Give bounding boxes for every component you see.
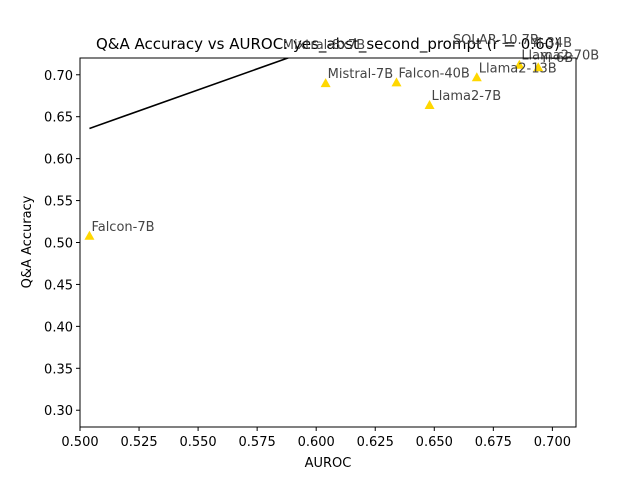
point-label: Falcon-40B xyxy=(398,66,469,81)
data-point xyxy=(424,99,435,109)
point-label: Llama2-70B xyxy=(521,49,599,64)
y-tick-label: 0.35 xyxy=(44,362,73,377)
data-point xyxy=(320,78,331,88)
point-label: Llama2-13B xyxy=(479,61,557,76)
x-tick-label: 0.500 xyxy=(61,435,98,450)
x-tick-label: 0.700 xyxy=(534,435,571,450)
y-tick-label: 0.40 xyxy=(44,320,73,335)
x-axis-label: AUROC xyxy=(305,456,352,471)
point-label: Mistral-7B xyxy=(328,67,394,82)
y-axis-ticks: 0.30 0.35 0.40 0.45 0.50 0.55 0.60 0.65 0.70 xyxy=(44,69,80,419)
x-tick-label: 0.650 xyxy=(416,435,453,450)
data-point xyxy=(391,77,402,87)
y-tick-label: 0.30 xyxy=(44,404,73,419)
fit-line-layer xyxy=(89,58,291,130)
data-point xyxy=(533,62,544,72)
x-tick-label: 0.675 xyxy=(475,435,512,450)
point-label: Yi-34B xyxy=(530,36,572,51)
data-point xyxy=(514,59,525,69)
y-tick-label: 0.60 xyxy=(44,153,73,168)
y-tick-label: 0.45 xyxy=(44,278,73,293)
point-label: SOLAR-10.7B xyxy=(453,33,539,48)
chart-title: Q&A Accuracy vs AUROC: yes_abst_second_p… xyxy=(96,35,560,54)
x-tick-label: 0.550 xyxy=(179,435,216,450)
point-label: Yi-6B xyxy=(539,51,573,66)
x-tick-label: 0.625 xyxy=(357,435,394,450)
point-labels-layer: Falcon-7B Mixtral-8x7B Mistral-7B Falcon-40… xyxy=(91,33,599,235)
data-point xyxy=(471,72,482,82)
points-layer xyxy=(84,59,544,240)
regression-line xyxy=(89,58,291,130)
x-tick-label: 0.600 xyxy=(298,435,335,450)
x-tick-label: 0.575 xyxy=(239,435,276,450)
y-tick-label: 0.50 xyxy=(44,237,73,252)
point-label: Llama2-7B xyxy=(432,89,502,104)
y-tick-label: 0.55 xyxy=(44,195,73,210)
x-tick-label: 0.525 xyxy=(120,435,157,450)
point-label: Falcon-7B xyxy=(91,220,154,235)
x-axis-ticks: 0.500 0.525 0.550 0.575 0.600 0.625 0.650 0.675… xyxy=(61,427,571,450)
data-point xyxy=(84,230,95,240)
y-tick-label: 0.70 xyxy=(44,69,73,84)
point-label: Mixtral-8x7B xyxy=(283,38,365,53)
plot-area-frame xyxy=(79,57,577,428)
y-axis-label: Q&A Accuracy xyxy=(20,195,35,288)
y-tick-label: 0.65 xyxy=(44,111,73,126)
